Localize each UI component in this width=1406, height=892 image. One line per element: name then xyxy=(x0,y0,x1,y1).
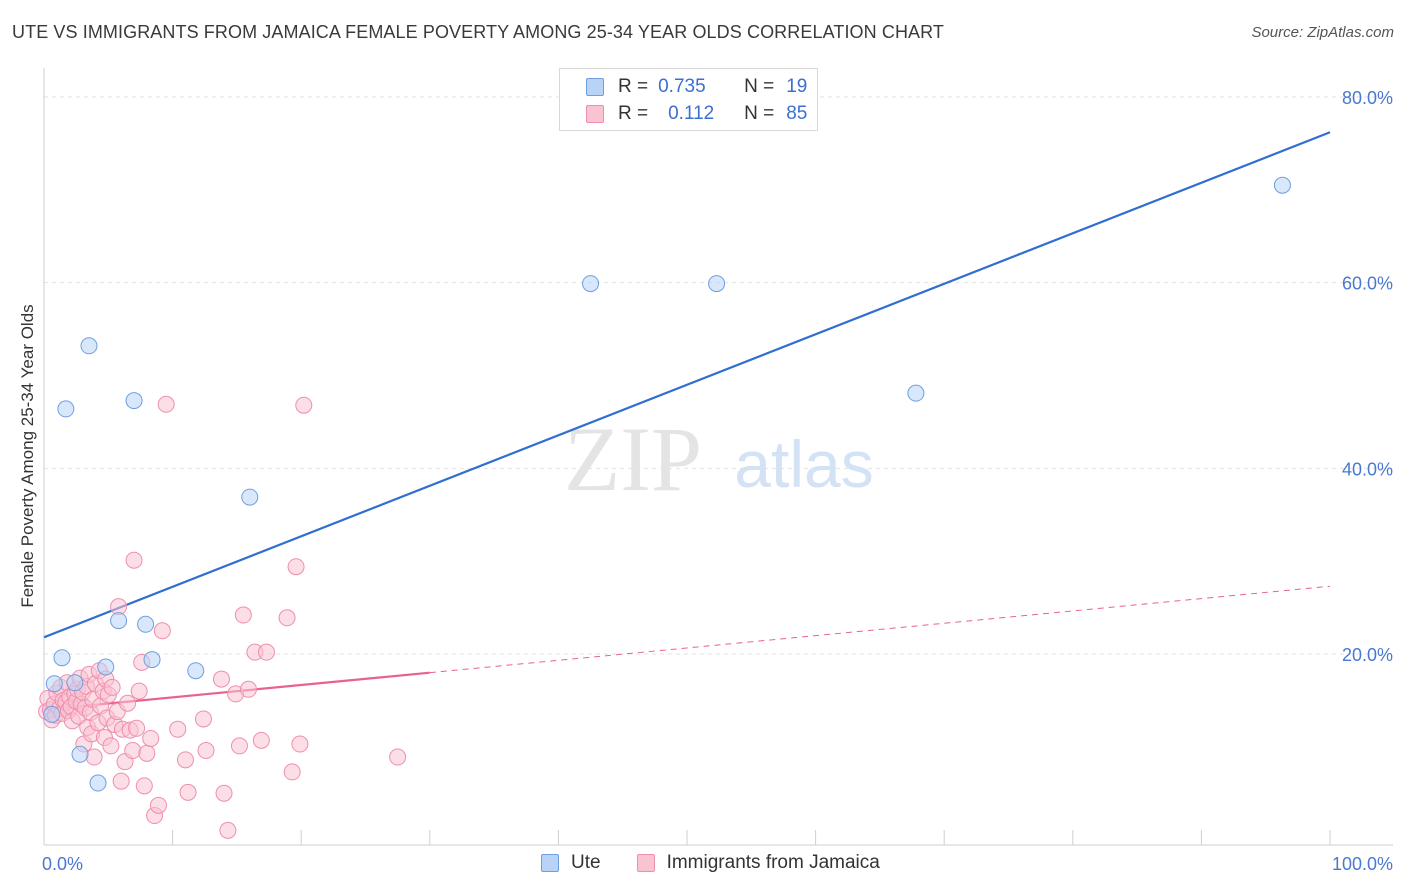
point-jamaica xyxy=(194,710,212,728)
point-ute xyxy=(71,745,89,763)
point-ute xyxy=(137,615,155,633)
point-ute xyxy=(66,674,84,692)
trend-line-ute xyxy=(43,131,1331,639)
point-jamaica xyxy=(389,748,407,766)
point-jamaica xyxy=(125,551,143,569)
legend-swatch-jamaica xyxy=(636,854,655,872)
watermark: ZIP atlas xyxy=(564,408,874,510)
point-jamaica xyxy=(149,796,167,814)
point-jamaica xyxy=(153,622,171,640)
point-ute xyxy=(708,275,726,293)
data-points xyxy=(38,176,1291,839)
legend-r-label: R = xyxy=(618,103,649,124)
legend-label-jamaica: Immigrants from Jamaica xyxy=(666,852,880,873)
point-jamaica xyxy=(239,680,257,698)
point-jamaica xyxy=(112,772,130,790)
point-jamaica xyxy=(179,783,197,801)
point-jamaica xyxy=(295,396,313,414)
point-jamaica xyxy=(219,821,237,839)
point-jamaica xyxy=(278,609,296,627)
legend-n-label: N = xyxy=(744,103,775,124)
point-jamaica xyxy=(138,744,156,762)
source-label: Source: ZipAtlas.com xyxy=(1251,24,1394,41)
x-tick-label: 100.0% xyxy=(1332,854,1393,874)
legend-label-ute: Ute xyxy=(571,852,601,873)
point-jamaica xyxy=(135,777,153,795)
point-jamaica xyxy=(230,737,248,755)
point-jamaica xyxy=(215,784,233,802)
legend-swatch-jamaica xyxy=(586,105,604,123)
point-ute xyxy=(57,400,75,418)
legend-swatch-ute xyxy=(586,78,604,96)
grid-lines xyxy=(44,96,1393,655)
point-ute xyxy=(907,384,925,402)
legend-row-ute: R = 0.735 N = 19 xyxy=(586,76,807,98)
stats-legend: R = 0.735 N = 19 R = 0.112 N = 85 xyxy=(559,68,818,131)
point-ute xyxy=(43,705,61,723)
legend-r-label: R = xyxy=(618,76,649,97)
point-jamaica xyxy=(85,748,103,766)
y-tick-label: 60.0% xyxy=(1342,274,1393,294)
point-jamaica xyxy=(102,737,120,755)
legend-r-value: 0.735 xyxy=(658,76,706,97)
legend-item-jamaica: Immigrants from Jamaica xyxy=(636,852,880,874)
point-jamaica xyxy=(291,735,309,753)
point-ute xyxy=(110,612,128,630)
point-jamaica xyxy=(197,742,215,760)
point-ute xyxy=(80,337,98,355)
point-jamaica xyxy=(103,678,121,696)
y-tick-label: 80.0% xyxy=(1342,88,1393,108)
point-jamaica xyxy=(176,751,194,769)
legend-swatch-ute xyxy=(541,854,559,872)
y-tick-label: 40.0% xyxy=(1342,459,1393,479)
point-jamaica xyxy=(119,694,137,712)
point-jamaica xyxy=(283,763,301,781)
series-legend: Ute Immigrants from Jamaica xyxy=(541,852,916,874)
trend-line-jamaica-extension xyxy=(429,585,1331,674)
point-jamaica xyxy=(157,395,175,413)
point-ute xyxy=(143,651,161,669)
point-jamaica xyxy=(257,643,275,661)
point-ute xyxy=(97,658,115,676)
watermark-zip: ZIP xyxy=(564,408,702,510)
point-ute xyxy=(53,649,71,667)
tick-labels: 20.0% 40.0% 60.0% 80.0% 0.0% 100.0% xyxy=(42,88,1393,874)
point-jamaica xyxy=(128,719,146,737)
y-tick-label: 20.0% xyxy=(1342,645,1393,665)
point-ute xyxy=(125,392,143,410)
point-ute xyxy=(89,774,107,792)
point-ute xyxy=(1273,176,1291,194)
point-ute xyxy=(187,662,205,680)
x-tick-label: 0.0% xyxy=(42,854,83,874)
legend-n-value: 19 xyxy=(786,76,808,97)
axes xyxy=(43,68,1393,846)
point-jamaica xyxy=(169,720,187,738)
legend-r-value: 0.112 xyxy=(668,103,715,124)
point-jamaica xyxy=(234,606,252,624)
point-jamaica xyxy=(252,731,270,749)
legend-n-value: 85 xyxy=(786,103,808,124)
point-jamaica xyxy=(130,682,148,700)
point-jamaica xyxy=(142,729,160,747)
point-jamaica xyxy=(124,742,142,760)
y-axis-label: Female Poverty Among 25-34 Year Olds xyxy=(18,304,37,608)
point-ute xyxy=(241,488,259,506)
legend-n-label: N = xyxy=(744,76,775,97)
point-ute xyxy=(45,675,63,693)
watermark-atlas: atlas xyxy=(734,427,873,501)
point-jamaica xyxy=(212,670,230,688)
chart-title: UTE VS IMMIGRANTS FROM JAMAICA FEMALE PO… xyxy=(12,22,945,42)
point-ute xyxy=(582,275,600,293)
point-jamaica xyxy=(287,558,305,576)
legend-row-jamaica: R = 0.112 N = 85 xyxy=(586,103,807,125)
legend-item-ute: Ute xyxy=(541,852,601,874)
